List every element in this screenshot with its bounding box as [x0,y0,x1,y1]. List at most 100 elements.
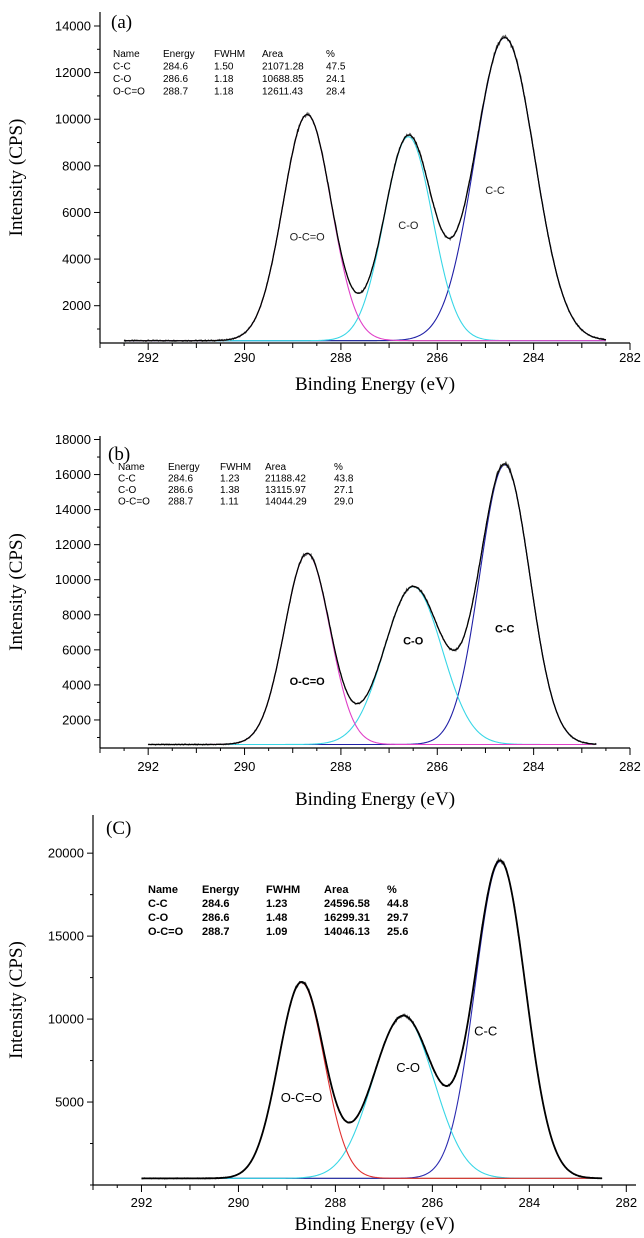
component-peak-c-c [124,37,606,342]
fitted-envelope [124,36,606,342]
fit-table-cell: 284.6 [163,62,188,73]
x-tick-label: 290 [228,1195,250,1210]
fit-table-header: FWHM [214,49,245,60]
fit-table-cell: C-O [118,485,137,496]
fit-table-cell: 16299.31 [324,912,370,924]
fit-table-cell: 21188.42 [265,474,306,485]
fit-table-cell: 284.6 [202,898,230,910]
fit-table-cell: 1.50 [214,62,234,73]
fit-table-cell: 288.7 [168,497,193,508]
x-tick-label: 288 [325,1195,347,1210]
y-tick-label: 12000 [55,537,91,552]
measured-spectrum [147,460,597,746]
x-tick-label: 286 [426,350,448,365]
panel-label: (C) [106,818,131,839]
fit-table-header: Energy [168,462,200,473]
panel-label: (b) [108,444,130,465]
y-tick-label: 2000 [62,298,91,313]
fit-table-header: % [334,462,343,473]
fit-table-cell: C-C [118,474,136,485]
fit-table-cell: O-C=O [118,497,150,508]
peak-annotation: C-O [398,220,419,232]
fit-table-cell: 13115.97 [265,485,306,496]
x-tick-label: 290 [234,759,256,774]
chart-panel-1: 2000 4000 6000 8000 10000 12000 14000 16000 1800… [6,432,641,810]
y-tick-label: 8000 [62,158,91,173]
y-tick-label: 5000 [55,1095,84,1110]
x-tick-label: 286 [422,1195,444,1210]
fit-table-cell: 1.23 [220,474,240,485]
y-tick-label: 20000 [48,846,84,861]
y-tick-label: 15000 [48,929,84,944]
y-tick-label: 10000 [55,112,91,127]
fit-table-cell: 14046.13 [324,926,370,938]
fit-table-cell: 1.48 [266,912,287,924]
x-tick-label: 290 [234,350,256,365]
x-tick-label: 282 [619,350,641,365]
y-tick-label: 4000 [62,252,91,267]
fit-table-cell: 1.18 [214,87,234,98]
y-tick-label: 6000 [62,205,91,220]
fit-table-header: FWHM [220,462,251,473]
y-tick-label: 16000 [55,467,91,482]
x-axis-title: Binding Energy (eV) [295,374,455,395]
x-tick-label: 288 [330,759,352,774]
y-axis-title: Intensity (CPS) [6,941,27,1059]
fit-table-header: Name [118,462,145,473]
peak-annotation: C-O [403,636,424,648]
fit-table-cell: 28.4 [326,87,346,98]
y-tick-label: 18000 [55,432,91,447]
fit-table: Name Energy FWHM Area % C-C 284.6 1.23 21188.42 4… [118,462,354,508]
x-axis-title: Binding Energy (eV) [295,789,455,810]
fit-table-cell: O-C=O [113,87,145,98]
y-tick-label: 8000 [62,607,91,622]
peak-annotation: O-C=O [290,676,326,688]
fit-table-cell: C-O [148,912,169,924]
fit-table-cell: 288.7 [202,926,230,938]
peak-annotation: O-C=O [281,1090,323,1105]
fit-table-cell: 288.7 [163,87,188,98]
fit-table-cell: 29.0 [334,497,354,508]
fit-table-cell: O-C=O [148,926,184,938]
component-peak-c-o [148,586,597,746]
measured-spectrum [123,34,607,343]
peak-annotation: O-C=O [290,231,326,243]
fit-table: Name Energy FWHM Area % C-C 284.6 1.50 21071.28 4… [113,49,346,98]
chart-panel-0: 2000 4000 6000 8000 10000 12000 14000 292 290 288… [6,12,641,395]
x-tick-label: 282 [615,1195,637,1210]
x-tick-label: 292 [137,759,159,774]
fit-table-cell: 24.1 [326,74,346,85]
fit-table-cell: 29.7 [387,912,408,924]
x-tick-label: 292 [137,350,159,365]
y-tick-label: 14000 [55,18,91,33]
fit-table-cell: 10688.85 [262,74,304,85]
peak-annotation: C-C [495,623,515,635]
x-tick-label: 284 [523,759,545,774]
fit-table-header: Name [148,884,178,896]
fit-table-header: Name [113,49,140,60]
fit-table-header: FWHM [266,884,300,896]
x-tick-label: 286 [426,759,448,774]
fit-table-cell: C-C [148,898,168,910]
chart-panel-2: 5000 10000 15000 20000 292 290 288 286 284 282 Bin… [6,815,637,1235]
fit-table-header: Energy [163,49,195,60]
fit-table-cell: 47.5 [326,62,346,73]
fit-table-cell: 1.23 [266,898,287,910]
fit-table-cell: 286.6 [163,74,188,85]
x-tick-label: 284 [523,350,545,365]
x-tick-label: 292 [131,1195,153,1210]
x-tick-label: 284 [518,1195,540,1210]
y-tick-label: 6000 [62,642,91,657]
fit-table-header: Energy [202,884,240,896]
peak-annotation: C-C [474,1024,497,1039]
fit-table-header: Area [265,462,287,473]
fit-table-header: % [387,884,397,896]
component-peak-c-o [124,136,606,342]
fit-table-cell: 286.6 [202,912,230,924]
fit-table-cell: 27.1 [334,485,354,496]
fit-table-cell: 25.6 [387,926,408,938]
component-peak-c-c [148,464,597,746]
fit-table-cell: 286.6 [168,485,193,496]
peak-annotation: C-O [396,1060,420,1075]
